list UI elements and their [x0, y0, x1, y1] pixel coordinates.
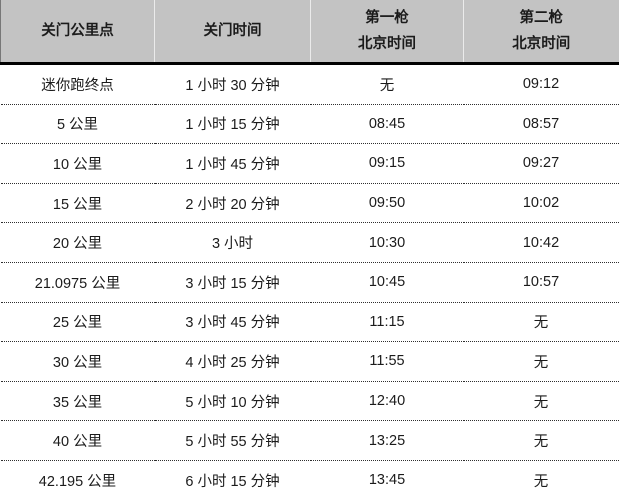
checkpoint-cell: 21.0975 公里 [0, 262, 155, 303]
second-gun-cell: 10:42 [463, 222, 619, 263]
header-label-line2: 北京时间 [358, 36, 416, 52]
table-row: 35 公里 5 小时 10 分钟 12:40 无 [0, 381, 619, 422]
header-label: 关门时间 [203, 23, 262, 39]
checkpoint-cell: 迷你跑终点 [0, 63, 155, 105]
table-row: 15 公里 2 小时 20 分钟 09:50 10:02 [0, 183, 619, 224]
column-header-first-gun: 第一枪 北京时间 [310, 0, 464, 65]
closing-time-cell: 2 小时 20 分钟 [154, 183, 311, 224]
checkpoint-cell: 30 公里 [0, 341, 155, 382]
checkpoint-cell: 25 公里 [0, 302, 155, 343]
column-header-checkpoint: 关门公里点 [0, 0, 155, 65]
first-gun-cell: 无 [310, 63, 464, 105]
table-body: 迷你跑终点 1 小时 30 分钟 无 09:12 5 公里 1 小时 15 分钟… [0, 63, 619, 500]
checkpoint-cell: 15 公里 [0, 183, 155, 224]
header-label-line1: 第一枪 [365, 10, 409, 26]
first-gun-cell: 09:50 [310, 183, 464, 224]
first-gun-cell: 09:15 [310, 143, 464, 184]
table-row: 10 公里 1 小时 45 分钟 09:15 09:27 [0, 143, 619, 184]
first-gun-cell: 08:45 [310, 104, 464, 145]
checkpoint-cell: 35 公里 [0, 381, 155, 422]
checkpoint-cell: 10 公里 [0, 143, 155, 184]
closing-time-cell: 3 小时 [154, 222, 311, 263]
table-row: 21.0975 公里 3 小时 15 分钟 10:45 10:57 [0, 262, 619, 303]
header-label-line1: 第二枪 [519, 10, 564, 26]
closing-time-cell: 6 小时 15 分钟 [185, 473, 280, 490]
second-gun-cell: 无 [463, 302, 619, 343]
second-gun-cell: 10:02 [463, 183, 619, 224]
header-label-line2: 北京时间 [512, 36, 571, 52]
first-gun-cell: 11:55 [310, 341, 464, 382]
table-row: 25 公里 3 小时 45 分钟 11:15 无 [0, 302, 619, 343]
first-gun-cell: 10:30 [310, 222, 464, 263]
table-row: 40 公里 5 小时 55 分钟 13:25 无 [0, 420, 619, 461]
second-gun-cell: 10:57 [463, 262, 619, 303]
column-header-closing-time: 关门时间 [154, 0, 311, 65]
checkpoint-cell: 42.195 公里 [38, 473, 117, 490]
second-gun-cell: 无 [533, 473, 549, 490]
header-row: 关门公里点 关门时间 第一枪 北京时间 第二枪 北京时间 [0, 0, 619, 65]
second-gun-cell: 无 [463, 381, 619, 422]
table-row: 迷你跑终点 1 小时 30 分钟 无 09:12 [0, 63, 619, 105]
checkpoint-cell: 20 公里 [0, 222, 155, 263]
first-gun-cell: 11:15 [310, 302, 464, 343]
closing-time-cell: 3 小时 15 分钟 [154, 262, 311, 303]
table-row: 42.195 公里 6 小时 15 分钟 13:45 无 [1, 460, 619, 499]
second-gun-cell: 08:57 [463, 104, 619, 145]
checkpoint-cell: 40 公里 [0, 420, 155, 461]
closing-time-cell: 3 小时 45 分钟 [154, 302, 311, 343]
header-label: 关门公里点 [41, 23, 114, 39]
first-gun-cell: 10:45 [310, 262, 464, 303]
closing-time-cell: 5 小时 10 分钟 [154, 381, 311, 422]
first-gun-cell: 13:45 [368, 472, 406, 489]
closing-time-cell: 1 小时 45 分钟 [154, 143, 311, 184]
second-gun-cell: 09:12 [463, 63, 619, 105]
closing-time-cell: 5 小时 55 分钟 [154, 420, 311, 461]
table-row: 30 公里 4 小时 25 分钟 11:55 无 [0, 341, 619, 382]
closing-time-cell: 1 小时 30 分钟 [154, 63, 311, 105]
second-gun-cell: 09:27 [463, 143, 619, 184]
closing-time-cell: 1 小时 15 分钟 [154, 104, 311, 145]
table-header: 关门公里点 关门时间 第一枪 北京时间 第二枪 北京时间 [0, 0, 619, 65]
column-header-second-gun: 第二枪 北京时间 [463, 0, 619, 65]
table-row: 5 公里 1 小时 15 分钟 08:45 08:57 [0, 104, 619, 145]
second-gun-cell: 无 [463, 420, 619, 461]
checkpoint-cell: 5 公里 [0, 104, 155, 145]
second-gun-cell: 无 [463, 341, 619, 382]
closing-time-cell: 4 小时 25 分钟 [154, 341, 311, 382]
table-row: 20 公里 3 小时 10:30 10:42 [0, 222, 619, 263]
first-gun-cell: 13:25 [310, 420, 464, 461]
first-gun-cell: 12:40 [310, 381, 464, 422]
